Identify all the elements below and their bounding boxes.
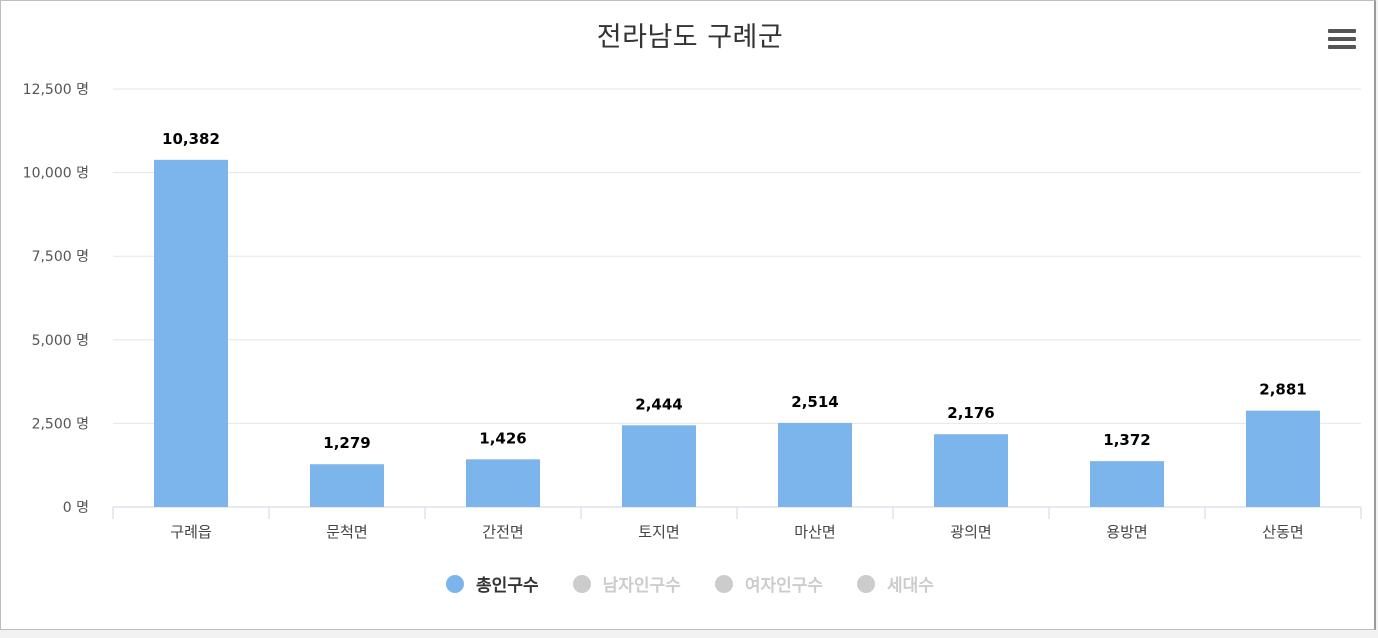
legend: 총인구수 남자인구수 여자인구수 세대수 xyxy=(1,571,1378,596)
bar-8[interactable] xyxy=(1246,410,1320,507)
data-label: 2,514 xyxy=(791,393,838,411)
y-tick-label: 0 명 xyxy=(63,500,89,516)
y-tick-label: 12,500 명 xyxy=(23,82,89,98)
x-tick-label: 산동면 xyxy=(1262,523,1303,541)
data-label: 1,279 xyxy=(323,434,370,452)
bar-3[interactable] xyxy=(466,459,540,507)
bar-2[interactable] xyxy=(310,464,384,507)
bar-1[interactable] xyxy=(154,159,228,507)
bar-7[interactable] xyxy=(1090,461,1164,507)
y-tick-label: 2,500 명 xyxy=(32,416,89,432)
x-tick-label: 마산면 xyxy=(794,523,835,541)
x-tick-label: 광의면 xyxy=(950,523,991,541)
legend-label: 여자인구수 xyxy=(744,576,824,596)
bar-4[interactable] xyxy=(622,425,696,507)
x-tick-label: 용방면 xyxy=(1106,523,1147,541)
y-tick-label: 7,500 명 xyxy=(32,249,89,265)
legend-label: 남자인구수 xyxy=(602,576,681,596)
legend-marker-icon xyxy=(572,574,591,593)
legend-item[interactable]: 여자인구수 xyxy=(714,571,824,596)
x-tick-label: 간전면 xyxy=(482,523,523,541)
legend-item[interactable]: 총인구수 xyxy=(446,571,539,596)
bar-chart: 0 명 2,500 명 5,000 명 7,500 명 10,000 명 12,500 명… xyxy=(23,82,1362,541)
legend-item[interactable]: 남자인구수 xyxy=(572,571,681,596)
bar-6[interactable] xyxy=(934,434,1008,507)
y-tick-label: 5,000 명 xyxy=(32,333,89,349)
legend-marker-icon xyxy=(446,574,465,593)
legend-marker-icon xyxy=(857,574,876,593)
legend-label: 총인구수 xyxy=(476,576,539,596)
chart-title: 전라남도 구례군 xyxy=(596,22,784,53)
data-label: 2,444 xyxy=(635,395,682,413)
data-label: 10,382 xyxy=(162,130,220,148)
bar-5[interactable] xyxy=(778,422,852,507)
legend-item[interactable]: 세대수 xyxy=(857,571,934,596)
legend-label: 세대수 xyxy=(887,576,934,596)
y-tick-label: 10,000 명 xyxy=(23,166,89,182)
legend-marker-icon xyxy=(714,574,733,593)
data-label: 1,372 xyxy=(1103,431,1150,449)
x-tick-label: 구례읍 xyxy=(170,523,211,541)
data-label: 2,176 xyxy=(947,404,994,422)
data-label: 1,426 xyxy=(479,429,526,447)
data-label: 2,881 xyxy=(1259,381,1306,399)
x-tick-label: 문척면 xyxy=(326,523,367,541)
x-tick-label: 토지면 xyxy=(638,523,679,541)
hamburger-menu-icon[interactable] xyxy=(1328,29,1356,51)
